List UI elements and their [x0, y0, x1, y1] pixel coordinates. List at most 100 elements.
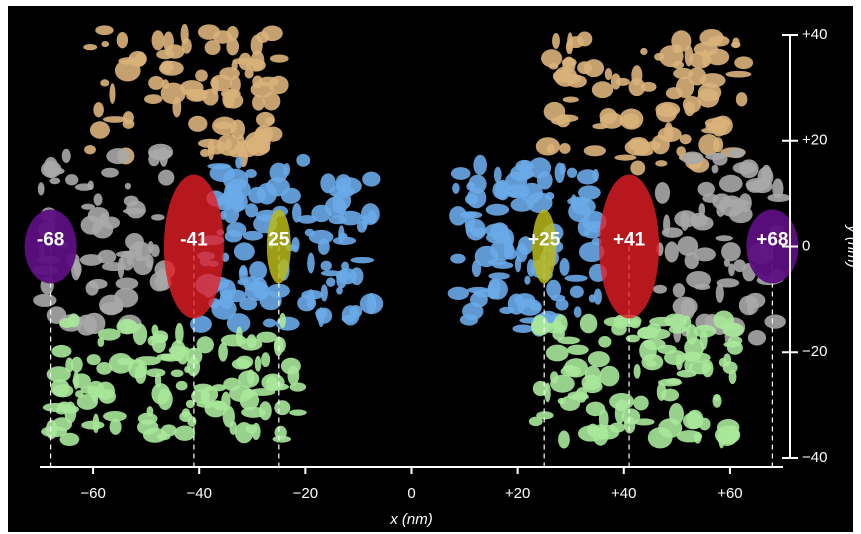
density-blob [685, 252, 699, 269]
density-blob [669, 325, 686, 334]
density-blob [234, 242, 255, 260]
density-blob [224, 204, 239, 223]
density-blob [647, 323, 661, 334]
density-blob [702, 360, 714, 378]
density-blob [114, 288, 138, 308]
density-blob [580, 314, 597, 334]
density-blob [362, 172, 380, 187]
density-blob [281, 358, 301, 375]
density-blob [531, 319, 550, 336]
density-blob [289, 382, 306, 391]
x-tick-label: +40 [611, 485, 636, 502]
density-blob [336, 270, 351, 281]
density-blob [263, 319, 276, 328]
density-blob [633, 396, 648, 411]
density-blob [609, 423, 625, 433]
density-blob [266, 376, 278, 389]
density-blob [151, 383, 170, 404]
density-blob [338, 225, 344, 243]
density-blob [486, 231, 511, 243]
density-blob [465, 215, 475, 233]
density-blob [226, 38, 239, 55]
density-blob [100, 79, 109, 86]
density-blob [571, 393, 589, 400]
density-blob [89, 279, 108, 289]
density-blob [239, 297, 257, 310]
density-blob [93, 102, 103, 117]
density-blob [90, 121, 110, 138]
density-blob [757, 167, 773, 187]
density-blob [201, 386, 218, 402]
density-blob [341, 262, 349, 271]
x-axis-label: x (nm) [389, 511, 433, 528]
density-blob [655, 160, 667, 166]
density-blob [546, 345, 569, 362]
density-blob [639, 340, 657, 362]
density-blob [182, 38, 192, 54]
density-blob [245, 169, 257, 178]
density-blob [552, 328, 565, 341]
density-blob [156, 50, 174, 60]
density-blob [552, 33, 560, 49]
density-blob [180, 80, 203, 95]
density-blob [587, 424, 599, 437]
density-blob [528, 157, 551, 178]
density-blob [116, 319, 137, 335]
density-blob [450, 254, 465, 264]
density-blob [289, 409, 306, 415]
density-blob [699, 29, 723, 47]
density-blob [630, 319, 641, 329]
density-blob [529, 417, 543, 426]
density-blob [232, 359, 251, 370]
density-blob [226, 179, 251, 199]
density-blob [62, 405, 79, 413]
density-blob [562, 57, 575, 73]
density-blob [148, 76, 164, 90]
density-blob [626, 335, 640, 343]
density-blob [198, 24, 220, 39]
density-blob [75, 390, 84, 397]
density-blob [559, 258, 569, 276]
density-blob [265, 117, 275, 125]
density-blob [682, 352, 701, 362]
density-blob [689, 411, 700, 425]
density-blob [492, 181, 508, 199]
density-blob [719, 175, 743, 193]
density-blob [666, 87, 683, 99]
density-blob [254, 128, 267, 145]
density-blob [713, 116, 733, 135]
data-label: -68 [37, 230, 64, 251]
density-blob [232, 58, 256, 65]
density-blob [700, 73, 726, 88]
density-blob [712, 152, 727, 165]
density-blob [275, 426, 287, 440]
x-tick-label: −40 [186, 485, 211, 502]
density-blob [589, 294, 596, 302]
density-blob [689, 52, 711, 69]
density-blob [316, 308, 332, 324]
density-blob [120, 251, 134, 271]
density-blob [257, 183, 277, 205]
density-blob [176, 381, 188, 391]
density-blob [263, 92, 281, 110]
density-blob [281, 188, 301, 204]
density-blob [728, 148, 745, 158]
density-blob [159, 147, 168, 167]
density-blob [301, 290, 323, 300]
density-blob [536, 137, 560, 155]
density-blob [106, 148, 130, 164]
density-blob [144, 94, 162, 104]
density-blob [545, 192, 554, 200]
density-blob [205, 40, 221, 55]
density-blob [229, 421, 237, 435]
density-blob [662, 227, 683, 238]
density-blob [592, 81, 613, 98]
density-blob [592, 169, 598, 182]
density-blob [733, 162, 757, 174]
density-blob [238, 370, 259, 387]
density-blob [321, 261, 332, 271]
density-blob [196, 401, 216, 408]
figure: -68+68-41+4125+25−60−40−200+20+40+60x (n… [0, 0, 861, 534]
density-blob [128, 51, 146, 67]
density-blob [560, 163, 566, 175]
